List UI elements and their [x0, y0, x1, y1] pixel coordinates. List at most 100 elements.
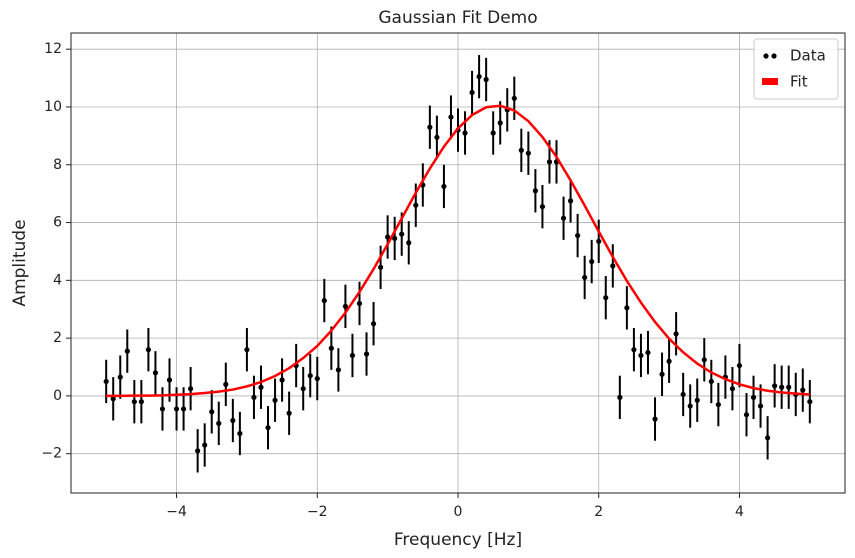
data-point: [131, 399, 137, 405]
data-point: [610, 263, 616, 269]
y-tick-label: −2: [41, 446, 62, 462]
legend-marker: [763, 53, 769, 59]
x-tick-label: −4: [166, 504, 187, 520]
data-point: [757, 403, 764, 409]
data-point: [300, 386, 306, 392]
data-point: [659, 371, 665, 377]
data-point: [786, 384, 792, 390]
data-point: [145, 347, 151, 353]
data-point: [645, 349, 651, 356]
y-tick-label: 2: [53, 330, 62, 346]
data-point: [406, 240, 412, 246]
data-point: [497, 120, 503, 126]
data-point: [736, 362, 743, 369]
data-point: [518, 147, 524, 153]
data-point: [152, 370, 159, 376]
data-point: [582, 274, 588, 281]
data-point: [180, 406, 187, 412]
chart-title: Gaussian Fit Demo: [378, 8, 537, 28]
y-tick-label: 0: [53, 388, 62, 404]
data-point: [469, 89, 475, 96]
data-point: [356, 300, 363, 307]
data-point: [427, 124, 433, 130]
data-point: [363, 351, 370, 357]
data-point: [631, 347, 637, 353]
x-tick-label: −2: [307, 504, 328, 520]
data-point: [188, 386, 194, 392]
data-point: [441, 183, 447, 190]
data-point: [539, 204, 546, 210]
data-point: [800, 387, 806, 393]
data-point: [399, 231, 405, 237]
data-point: [462, 130, 468, 136]
data-point: [166, 377, 173, 383]
y-tick-label: 12: [44, 41, 62, 57]
y-tick-label: 4: [53, 272, 62, 288]
data-point: [124, 348, 130, 354]
data-point: [708, 378, 714, 385]
data-point: [378, 264, 384, 270]
data-point: [385, 234, 391, 240]
data-point: [413, 202, 419, 208]
x-tick-label: 2: [594, 504, 603, 520]
data-point: [476, 74, 482, 80]
data-point: [624, 305, 630, 311]
data-point: [511, 95, 517, 101]
data-point: [328, 345, 334, 351]
legend-marker: [762, 78, 778, 85]
data-point: [765, 435, 771, 441]
data-point: [638, 352, 644, 359]
data-point: [596, 238, 602, 244]
data-point: [694, 397, 700, 403]
data-point: [392, 235, 398, 242]
x-tick-label: 4: [735, 504, 744, 520]
data-point: [272, 397, 278, 403]
data-point: [434, 134, 440, 140]
data-point: [687, 403, 693, 409]
fit-line: [106, 104, 810, 398]
data-point: [286, 410, 292, 416]
data-point: [230, 417, 236, 424]
data-point: [743, 412, 750, 418]
data-point: [779, 384, 785, 390]
data-point: [370, 321, 377, 327]
data-point: [173, 406, 180, 412]
data-point: [279, 377, 285, 383]
data-point: [729, 386, 736, 392]
data-point: [209, 409, 215, 415]
data-point: [666, 358, 672, 364]
legend-label: Fit: [790, 73, 808, 91]
y-tick-label: 8: [53, 157, 62, 173]
data-point: [159, 406, 166, 412]
data-point: [673, 331, 679, 337]
data-point: [223, 381, 229, 387]
y-tick-label: 6: [53, 215, 62, 231]
data-point: [195, 448, 201, 454]
data-point: [258, 384, 264, 390]
data-point: [560, 215, 567, 221]
y-axis-label: Amplitude: [10, 219, 30, 306]
data-point: [265, 425, 271, 431]
data-point: [321, 297, 327, 304]
data-point: [342, 303, 349, 309]
data-point: [244, 347, 250, 353]
data-point: [138, 399, 144, 405]
data-point: [603, 295, 609, 301]
data-point: [335, 367, 341, 373]
data-point: [525, 150, 531, 156]
data-point: [251, 394, 257, 400]
data-point: [715, 401, 721, 408]
data-point: [237, 430, 243, 437]
y-tick-label: 10: [44, 99, 62, 115]
data-point: [652, 416, 658, 422]
data-point: [701, 357, 707, 363]
data-point: [567, 198, 574, 204]
data-point: [546, 159, 553, 165]
data-point: [117, 374, 123, 380]
x-axis-label: Frequency [Hz]: [394, 530, 522, 550]
data-point: [103, 378, 109, 385]
data-point: [314, 375, 320, 382]
data-point: [448, 114, 454, 120]
data-point: [490, 130, 496, 136]
